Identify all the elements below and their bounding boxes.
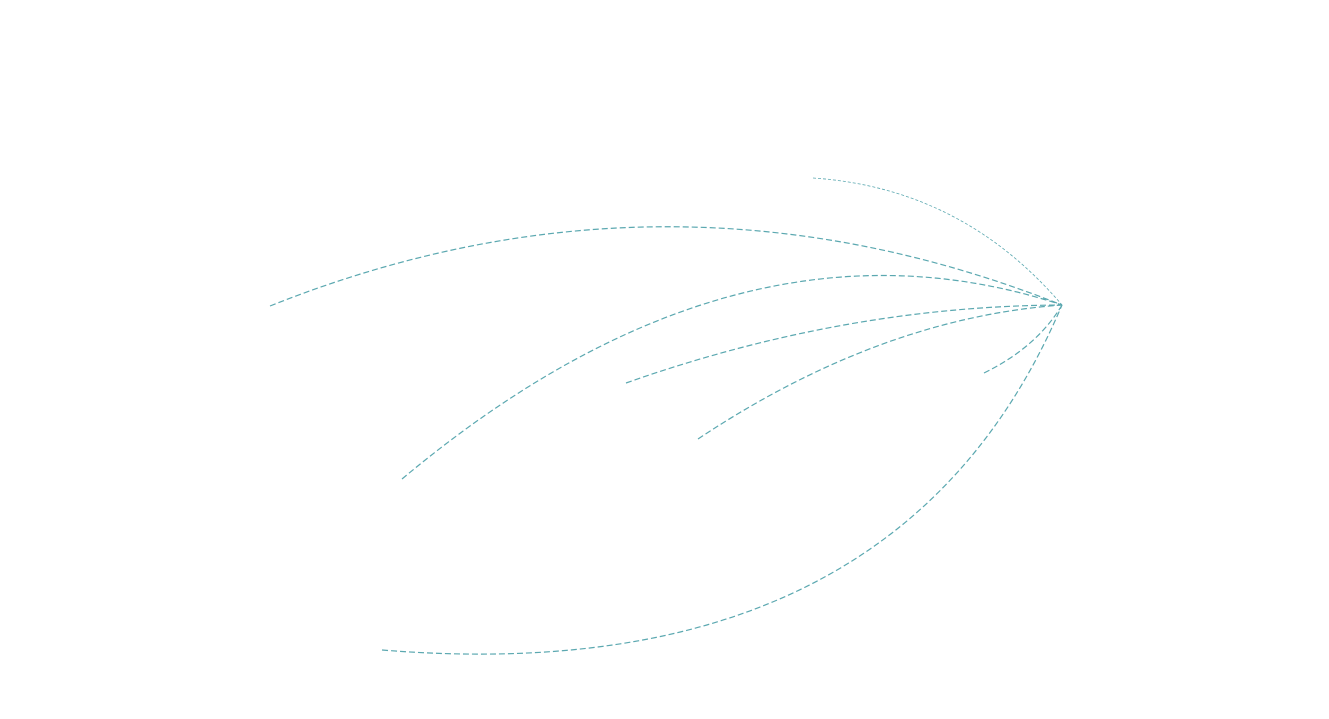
flow-line-7: [381, 304, 1063, 655]
flow-line-1: [812, 177, 1063, 306]
flow-line-5: [697, 304, 1063, 440]
flow-lines: [269, 177, 1063, 655]
flow-line-3: [401, 274, 1063, 480]
flow-line-6: [983, 304, 1063, 374]
flow-line-2: [269, 226, 1063, 307]
flow-line-4: [625, 304, 1063, 384]
